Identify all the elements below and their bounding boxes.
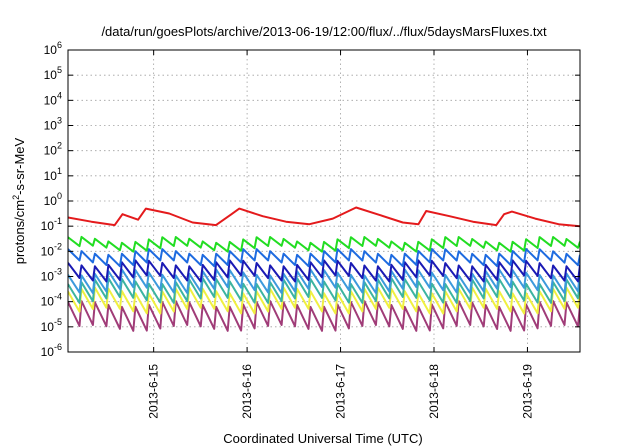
x-axis: 2013-6-15 2013-6-16 2013-6-17 2013-6-18 2013…: [147, 50, 534, 419]
x-tick-label: 2013-6-19: [520, 364, 534, 419]
y-tick-label: 105: [44, 65, 62, 82]
x-tick-label: 2013-6-16: [240, 364, 254, 419]
x-tick-label: 2013-6-18: [427, 364, 441, 419]
y-axis-label: protons/cm2-s-sr-MeV: [11, 137, 27, 264]
y-tick-label: 10-6: [41, 342, 62, 359]
y-axis: 10-6 10-5 10-4 10-3 10-2 10-1 100 101 102 103 104 1…: [41, 40, 580, 359]
series-layer: [68, 206, 580, 332]
x-axis-label: Coordinated Universal Time (UTC): [223, 431, 422, 446]
y-tick-label: 10-3: [41, 267, 62, 284]
series-line-2: [68, 235, 580, 253]
x-tick-label: 2013-6-17: [334, 364, 348, 419]
y-axis-label-main: protons/cm: [12, 200, 27, 264]
series-line-7: [68, 286, 580, 315]
y-tick-label: 101: [44, 166, 62, 183]
y-tick-label: 104: [44, 90, 62, 107]
series-line-4: [68, 259, 580, 283]
y-tick-label: 106: [44, 40, 62, 57]
x-tick-label: 2013-6-15: [147, 364, 161, 419]
y-axis-label-unit: -s-sr-MeV: [12, 137, 27, 194]
y-axis-label-exp: 2: [11, 195, 21, 200]
y-tick-label: 10-2: [41, 241, 62, 258]
y-tick-label: 100: [44, 191, 62, 208]
series-line-5: [68, 268, 580, 295]
y-tick-label: 10-1: [41, 216, 62, 233]
series-line-3: [68, 248, 580, 268]
y-tick-label: 103: [44, 116, 62, 133]
series-line-6: [68, 277, 580, 304]
y-tick-label: 102: [44, 141, 62, 158]
grid: [68, 50, 580, 352]
chart-title: /data/run/goesPlots/archive/2013-06-19/1…: [101, 24, 547, 39]
y-tick-label: 10-5: [41, 317, 62, 334]
y-tick-label: 10-4: [41, 292, 62, 309]
series-line-8: [68, 300, 580, 332]
series-line-1: [68, 206, 580, 228]
